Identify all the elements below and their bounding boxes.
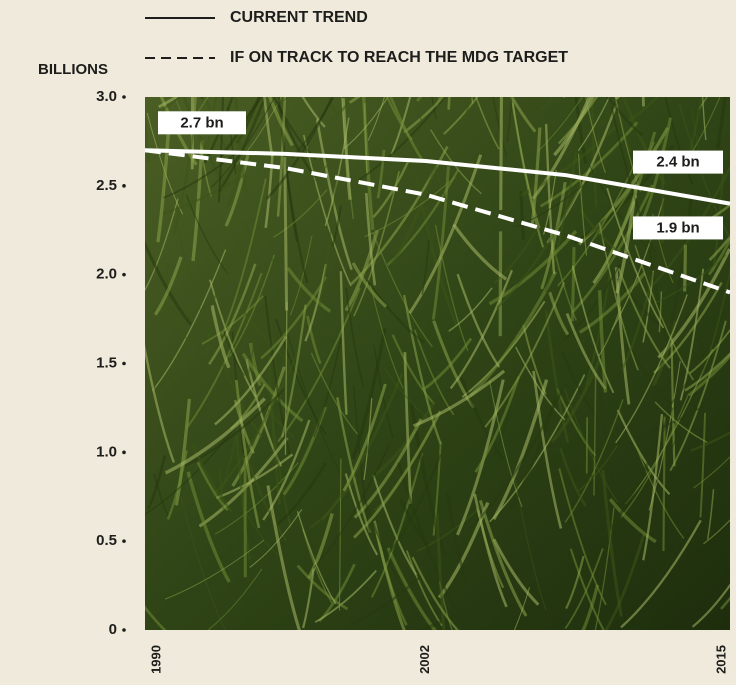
grass-blade	[663, 417, 664, 551]
y-tick-label: 3.0	[96, 88, 117, 105]
grass-blade	[141, 249, 142, 358]
grass-blade	[96, 509, 151, 646]
y-tick-label: 0	[109, 621, 117, 638]
page: {"chart_data": {"type": "line", "y_label…	[0, 0, 736, 685]
y-tick-label: 0.5	[96, 532, 117, 549]
y-tick-label: 1.5	[96, 354, 117, 371]
y-tick-dot	[122, 362, 126, 366]
y-tick-dot	[122, 451, 126, 455]
y-tick-label: 2.0	[96, 266, 117, 283]
grass-blade	[616, 10, 680, 99]
y-tick-dot	[122, 184, 126, 188]
y-tick-dot	[122, 273, 126, 277]
legend-label: CURRENT TREND	[230, 9, 368, 26]
grass-blade	[731, 0, 736, 110]
grass-blade	[699, 0, 736, 109]
grass-blade	[159, 37, 249, 107]
grass-blade	[131, 127, 141, 266]
value-label: 2.4 bn	[656, 154, 699, 171]
y-tick-dot	[122, 539, 126, 543]
y-tick-dot	[122, 95, 126, 99]
grass-blade	[285, 157, 287, 311]
grass-blade	[683, 0, 728, 93]
x-tick-label: 2015	[713, 645, 728, 674]
grass-blade	[719, 0, 726, 94]
grass-blade	[642, 3, 644, 106]
legend-label: IF ON TRACK TO REACH THE MDG TARGET	[230, 49, 568, 66]
grass-blade	[572, 247, 574, 321]
grass-blade	[733, 385, 736, 508]
chart: BILLIONS 0 0.5 1.0 1.5 2.0 2.5 3.0 1990 2002 2015…	[0, 0, 736, 685]
grass-blade	[170, 0, 203, 99]
grass-blade	[685, 245, 686, 292]
y-tick-label: 1.0	[96, 443, 117, 460]
value-label: 1.9 bn	[656, 219, 699, 236]
y-tick-label: 2.5	[96, 177, 117, 194]
y-tick-dot	[122, 628, 126, 632]
x-tick-label: 1990	[148, 645, 163, 674]
grass-blade	[501, 90, 502, 210]
value-label: 2.7 bn	[180, 114, 223, 131]
grass-blade	[731, 261, 736, 325]
grass-blade	[396, 0, 429, 95]
grass-blade	[683, 31, 736, 98]
x-tick-label: 2002	[417, 645, 432, 674]
y-axis-label: BILLIONS	[38, 61, 108, 78]
